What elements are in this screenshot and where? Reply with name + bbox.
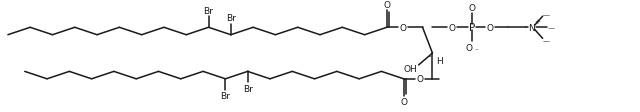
- Text: Br: Br: [220, 91, 230, 100]
- Text: ⁻: ⁻: [474, 46, 478, 55]
- Text: H: H: [436, 57, 443, 66]
- Text: Br: Br: [204, 7, 214, 16]
- Text: N: N: [528, 24, 535, 32]
- Text: —: —: [543, 38, 550, 44]
- Text: O: O: [486, 24, 493, 32]
- Text: Br: Br: [226, 14, 236, 23]
- Text: —: —: [548, 25, 555, 31]
- Text: O: O: [400, 97, 407, 106]
- Text: OH: OH: [404, 65, 417, 74]
- Text: —: —: [543, 12, 550, 18]
- Text: Br: Br: [243, 84, 253, 93]
- Text: O: O: [399, 24, 406, 32]
- Text: O: O: [449, 24, 456, 32]
- Text: O: O: [416, 75, 423, 84]
- Text: ·: ·: [428, 51, 431, 64]
- Text: +: +: [534, 19, 540, 25]
- Text: O: O: [466, 43, 472, 52]
- Text: O: O: [468, 4, 476, 13]
- Text: P: P: [469, 23, 476, 33]
- Text: O: O: [383, 1, 390, 10]
